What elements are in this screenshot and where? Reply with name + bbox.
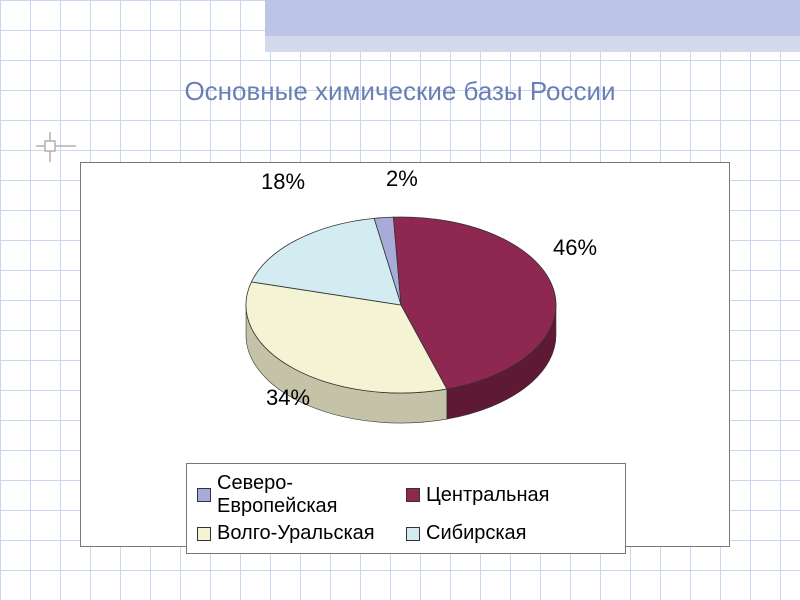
legend-swatch-0 xyxy=(197,488,211,502)
legend-swatch-1 xyxy=(406,488,420,502)
header-decor xyxy=(265,0,800,52)
legend-swatch-3 xyxy=(406,527,420,541)
legend-item-2: Волго-Уральская xyxy=(197,520,406,547)
legend-item-3: Сибирская xyxy=(406,520,615,547)
legend-item-0: Северо-Европейская xyxy=(197,470,406,520)
corner-ornament-icon xyxy=(36,132,76,162)
legend-label-1: Центральная xyxy=(426,484,549,507)
legend-label-2: Волго-Уральская xyxy=(217,522,375,545)
legend-label-0: Северо-Европейская xyxy=(217,472,406,518)
legend-label-3: Сибирская xyxy=(426,522,527,545)
legend-item-1: Центральная xyxy=(406,470,615,520)
legend-swatch-2 xyxy=(197,527,211,541)
slide-title: Основные химические базы России xyxy=(0,76,800,107)
slice-label-2: 34% xyxy=(266,385,310,411)
slice-label-1: 46% xyxy=(553,235,597,261)
slice-label-3: 18% xyxy=(261,169,305,195)
slice-label-0: 2% xyxy=(386,166,418,192)
chart-container: 2% 46% 34% 18% Северо-Европейская Центра… xyxy=(80,162,730,547)
chart-legend: Северо-Европейская Центральная Волго-Ура… xyxy=(186,463,626,554)
